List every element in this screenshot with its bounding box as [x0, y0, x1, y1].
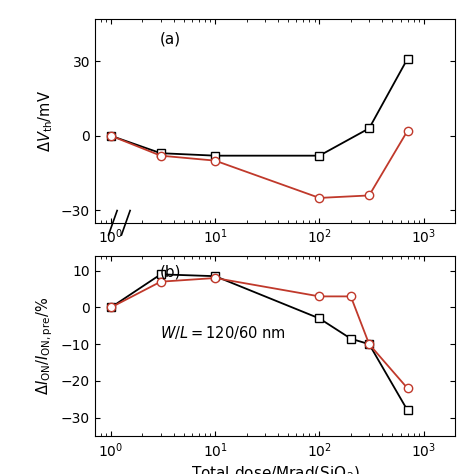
Text: (b): (b): [160, 265, 181, 280]
Y-axis label: $\Delta V_{\mathrm{th}}$/mV: $\Delta V_{\mathrm{th}}$/mV: [36, 90, 55, 152]
Text: $W/L = 120/60$ nm: $W/L = 120/60$ nm: [160, 324, 285, 341]
Text: (a): (a): [160, 31, 181, 46]
X-axis label: Total dose/Mrad(SiO$_2$): Total dose/Mrad(SiO$_2$): [191, 465, 359, 474]
Y-axis label: $\Delta I_{\mathrm{ON}}/I_{\mathrm{ON,pre}}$/%: $\Delta I_{\mathrm{ON}}/I_{\mathrm{ON,pr…: [35, 297, 55, 395]
